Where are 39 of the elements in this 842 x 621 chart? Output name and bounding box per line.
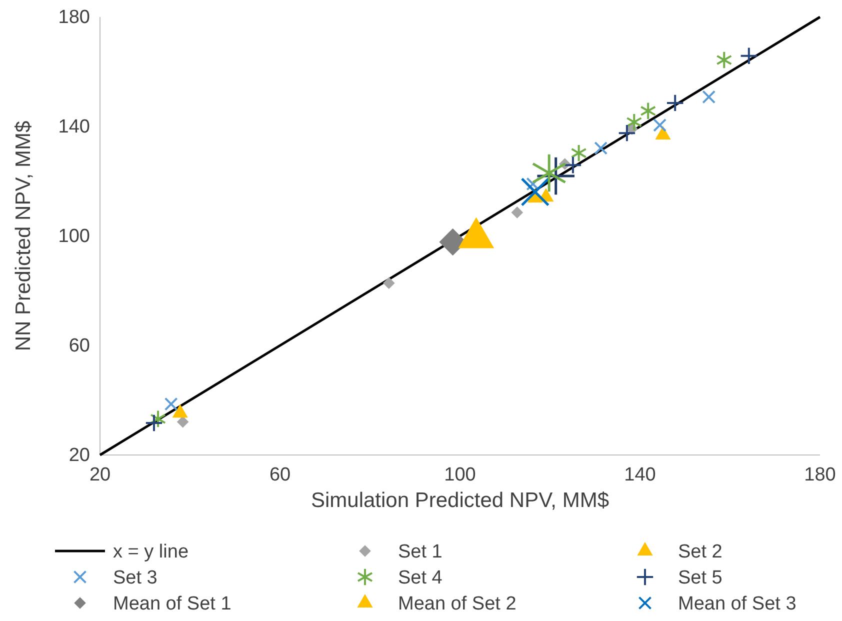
point	[740, 48, 757, 64]
x-axis-title: Simulation Predicted NPV, MM$	[310, 489, 610, 512]
point	[520, 178, 550, 206]
legend-label: x = y line	[113, 542, 189, 563]
point	[640, 102, 656, 119]
point	[511, 206, 524, 218]
x-tick-label: 180	[804, 464, 836, 486]
point	[618, 124, 636, 142]
legend-label: Set 2	[678, 542, 722, 563]
point	[564, 157, 582, 174]
legend-label: Set 3	[113, 568, 158, 589]
point	[382, 277, 395, 289]
y-tick-label: 140	[58, 116, 90, 138]
y-tick-label: 100	[58, 226, 90, 248]
y-tick-label: 20	[68, 445, 90, 466]
legend-label: Mean of Set 3	[678, 594, 796, 615]
point	[526, 177, 540, 191]
legend-label: Set 1	[398, 542, 442, 563]
legend-label: Set 4	[398, 568, 443, 589]
point	[532, 154, 566, 192]
point	[571, 144, 586, 162]
y-tick-label: 60	[68, 336, 90, 357]
legend-label: Mean of Set 1	[113, 594, 232, 615]
point	[702, 90, 716, 104]
x-tick-label: 60	[269, 464, 291, 486]
point	[626, 114, 642, 130]
point	[667, 94, 684, 112]
y-axis-title: NN Predicted NPV, MM$	[12, 120, 35, 352]
point	[716, 52, 732, 68]
legend-label: Set 5	[678, 568, 722, 589]
legend-label: Mean of Set 2	[398, 594, 516, 615]
point	[594, 141, 608, 155]
point	[164, 397, 178, 411]
x-tick-label: 100	[444, 464, 476, 486]
point	[653, 118, 667, 132]
point	[146, 414, 162, 432]
y-tick-label: 180	[58, 7, 90, 28]
x-tick-label: 20	[89, 464, 111, 486]
x-tick-label: 140	[624, 464, 656, 486]
